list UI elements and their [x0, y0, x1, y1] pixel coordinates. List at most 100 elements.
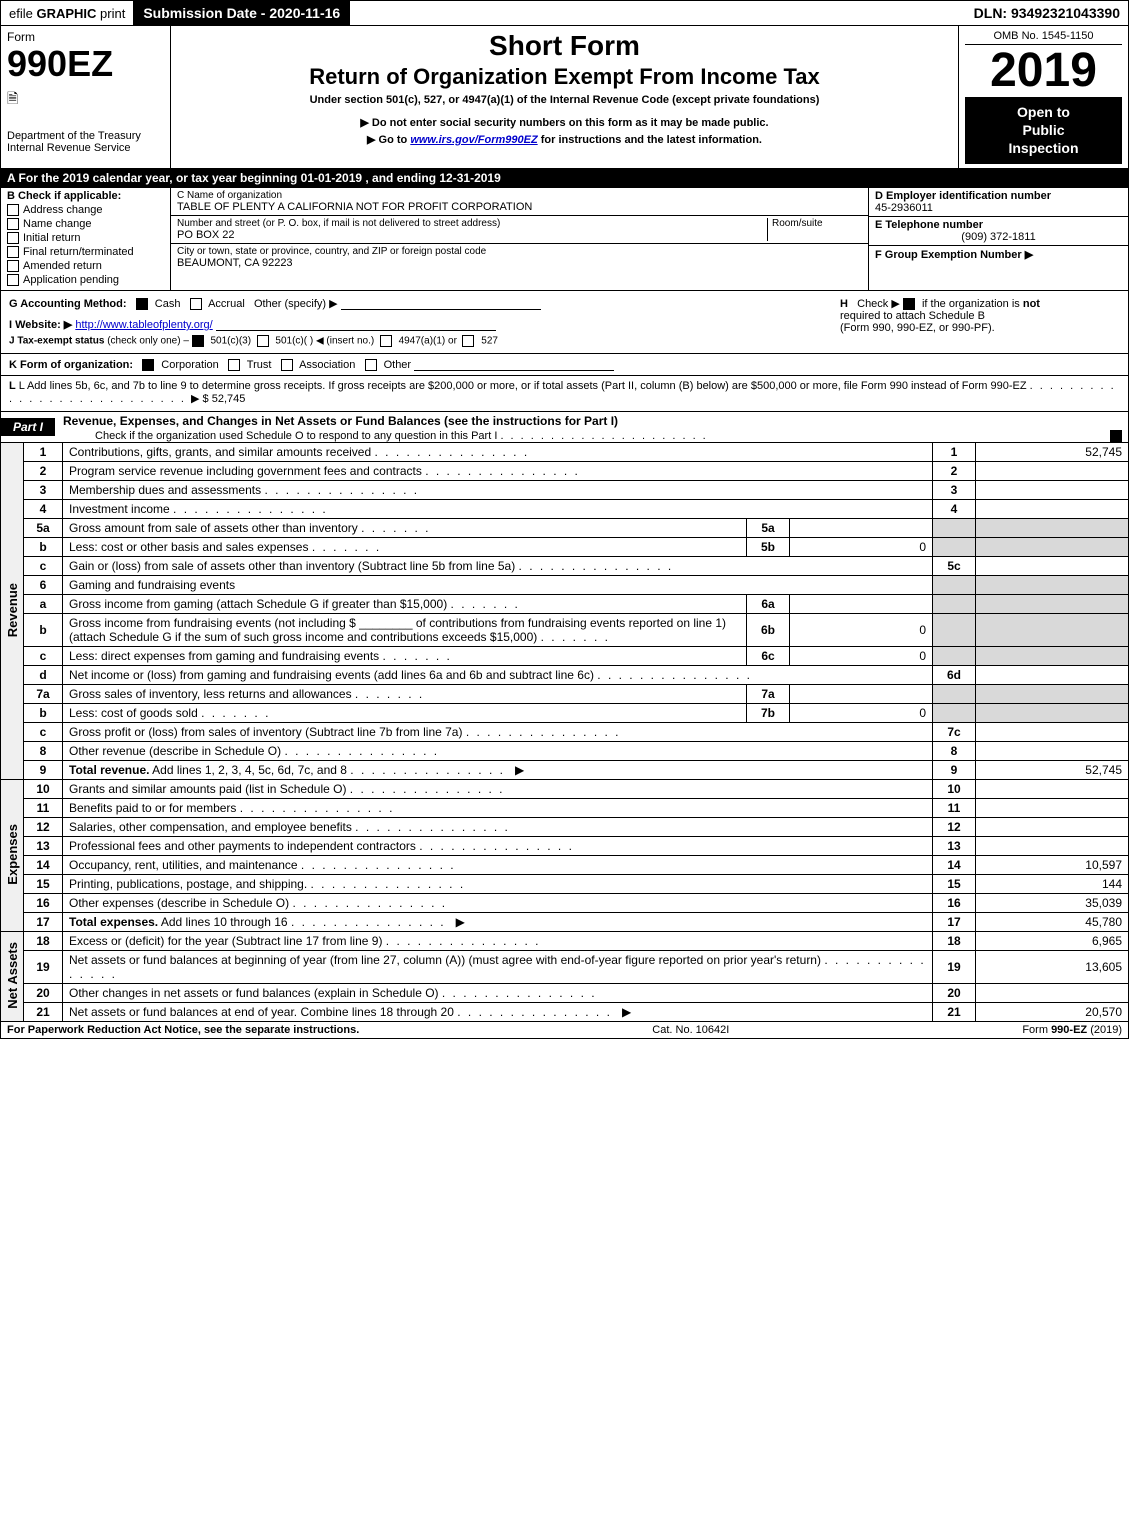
part-i-check-note: Check if the organization used Schedule … [55, 430, 1128, 442]
line-amount: 20,570 [976, 1003, 1129, 1022]
line-number: 8 [24, 742, 63, 761]
line-amount: 35,039 [976, 894, 1129, 913]
check-amended-return[interactable]: Amended return [7, 260, 164, 272]
check-address-change[interactable]: Address change [7, 204, 164, 216]
g-prefix: G Accounting Method: [9, 298, 127, 310]
line-amount: 52,745 [976, 761, 1129, 780]
g-cash-checkbox-icon[interactable] [136, 298, 148, 310]
label-city: City or town, state or province, country… [177, 246, 862, 257]
line-box-number: 5c [933, 557, 976, 576]
line-desc: Printing, publications, postage, and shi… [63, 875, 933, 894]
line-number: 13 [24, 837, 63, 856]
tab-net-assets-label: Net Assets [5, 942, 20, 1009]
line-row: 7aGross sales of inventory, less returns… [1, 685, 1129, 704]
line-desc: Gross income from fundraising events (no… [63, 614, 747, 647]
irs-link[interactable]: www.irs.gov/Form990EZ [410, 134, 537, 146]
line-number: 19 [24, 951, 63, 984]
line-desc: Gross amount from sale of assets other t… [63, 519, 747, 538]
check-initial-return[interactable]: Initial return [7, 232, 164, 244]
part-i-schedule-o-checkbox-icon[interactable] [1110, 430, 1122, 442]
line-number: 7a [24, 685, 63, 704]
line-desc: Professional fees and other payments to … [63, 837, 933, 856]
line-number: 9 [24, 761, 63, 780]
line-box-number: 8 [933, 742, 976, 761]
k-assoc-checkbox-icon[interactable] [281, 359, 293, 371]
line-number: 18 [24, 932, 63, 951]
g-accrual-checkbox-icon[interactable] [190, 298, 202, 310]
line-number: 20 [24, 984, 63, 1003]
line-desc: Net assets or fund balances at end of ye… [63, 1003, 933, 1022]
label-phone: E Telephone number [875, 219, 983, 231]
l-arrow: ▶ $ [191, 393, 209, 405]
check-label-amended: Amended return [23, 260, 102, 272]
k-other-checkbox-icon[interactable] [365, 359, 377, 371]
line-number: 2 [24, 462, 63, 481]
line-box-number: 16 [933, 894, 976, 913]
checkbox-icon [7, 204, 19, 216]
line-box-number: 14 [933, 856, 976, 875]
line-number: c [24, 647, 63, 666]
j-501c3-checkbox-icon[interactable] [192, 335, 204, 347]
line-desc: Investment income . . . . . . . . . . . … [63, 500, 933, 519]
part-i-header: Part I Revenue, Expenses, and Changes in… [0, 412, 1129, 443]
h-text4: (Form 990, 990-EZ, or 990-PF). [840, 322, 995, 334]
sub-line-value: 0 [790, 538, 933, 557]
line-row: 21Net assets or fund balances at end of … [1, 1003, 1129, 1022]
shaded-cell [933, 704, 976, 723]
check-application-pending[interactable]: Application pending [7, 274, 164, 286]
submission-date: Submission Date - 2020-11-16 [133, 1, 350, 25]
line-row: Revenue1Contributions, gifts, grants, an… [1, 443, 1129, 462]
checkbox-icon [7, 260, 19, 272]
line-number: d [24, 666, 63, 685]
j-4947-checkbox-icon[interactable] [380, 335, 392, 347]
line-number: 10 [24, 780, 63, 799]
line-row: 6Gaming and fundraising events [1, 576, 1129, 595]
line-amount: 10,597 [976, 856, 1129, 875]
k-corp-checkbox-icon[interactable] [142, 359, 154, 371]
line-box-number: 2 [933, 462, 976, 481]
j-527-checkbox-icon[interactable] [462, 335, 474, 347]
line-box-number: 7c [933, 723, 976, 742]
line-desc: Net income or (loss) from gaming and fun… [63, 666, 933, 685]
check-label-name: Name change [23, 218, 92, 230]
i-label: I Website: ▶ [9, 319, 72, 331]
check-name-change[interactable]: Name change [7, 218, 164, 230]
short-form-title: Short Form [179, 30, 950, 62]
sub-line-value: 0 [790, 647, 933, 666]
j-501c-checkbox-icon[interactable] [257, 335, 269, 347]
line-amount [976, 799, 1129, 818]
header-left: Form 990EZ 🗎 Department of the Treasury … [1, 26, 171, 168]
j-note: (check only one) – [107, 336, 189, 347]
line-amount [976, 557, 1129, 576]
line-row: 3Membership dues and assessments . . . .… [1, 481, 1129, 500]
open-public-3: Inspection [969, 139, 1118, 157]
line-desc: Gross income from gaming (attach Schedul… [63, 595, 747, 614]
check-final-return[interactable]: Final return/terminated [7, 246, 164, 258]
line-desc: Contributions, gifts, grants, and simila… [63, 443, 933, 462]
k-other-field[interactable] [414, 358, 614, 371]
sub-line-number: 6c [747, 647, 790, 666]
h-checkbox-icon[interactable] [903, 298, 915, 310]
k-trust: Trust [247, 359, 272, 371]
shaded-cell [933, 576, 976, 595]
footer-center: Cat. No. 10642I [652, 1024, 729, 1036]
entity-block: B Check if applicable: Address change Na… [0, 188, 1129, 292]
h-not: not [1023, 298, 1040, 310]
k-trust-checkbox-icon[interactable] [228, 359, 240, 371]
g-other-field[interactable] [341, 297, 541, 310]
line-box-number: 15 [933, 875, 976, 894]
j-opt3: 4947(a)(1) or [399, 336, 457, 347]
line-row: bGross income from fundraising events (n… [1, 614, 1129, 647]
website-link[interactable]: http://www.tableofplenty.org/ [75, 319, 212, 331]
footer-right-prefix: Form [1022, 1024, 1051, 1036]
label-group-exemption: F Group Exemption Number ▶ [875, 249, 1033, 261]
efile-label: efile GRAPHIC print [1, 2, 133, 25]
line-box-number: 6d [933, 666, 976, 685]
line-desc: Less: cost or other basis and sales expe… [63, 538, 747, 557]
line-row: 20Other changes in net assets or fund ba… [1, 984, 1129, 1003]
j-prefix: J Tax-exempt status [9, 336, 107, 347]
line-row: aGross income from gaming (attach Schedu… [1, 595, 1129, 614]
header-right: OMB No. 1545-1150 2019 Open to Public In… [958, 26, 1128, 168]
line-row: Net Assets18Excess or (deficit) for the … [1, 932, 1129, 951]
section-j: J Tax-exempt status (check only one) – 5… [9, 335, 1120, 347]
